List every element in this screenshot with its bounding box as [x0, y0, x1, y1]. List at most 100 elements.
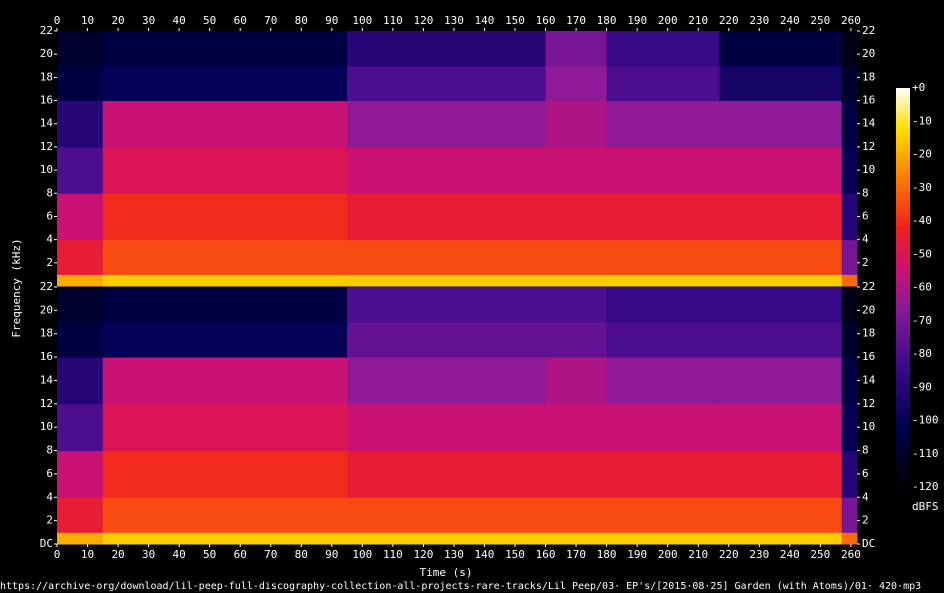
x-tick-label: 240	[780, 548, 800, 561]
spectrogram-cell	[347, 193, 547, 241]
spectrogram-cell	[57, 287, 104, 323]
y-tick-label: 8	[862, 444, 869, 457]
colorbar	[896, 88, 910, 487]
x-tick-label: 220	[719, 548, 739, 561]
x-tick-label: 200	[658, 548, 678, 561]
x-tick-label: 260	[841, 14, 861, 27]
spectrogram-cell	[347, 357, 547, 405]
spectrogram-cell	[57, 497, 104, 533]
spectrogram-cell	[347, 274, 547, 287]
x-tick-label: 90	[325, 14, 338, 27]
spectrogram-cell	[57, 450, 104, 498]
x-tick-label: 40	[173, 548, 186, 561]
spectrogram-cell	[102, 497, 348, 533]
x-tick-label: 150	[505, 14, 525, 27]
x-tick-label: 60	[234, 14, 247, 27]
y-tick-label: 18	[40, 327, 53, 340]
y-tick-label: 18	[40, 70, 53, 83]
spectrogram-cell	[347, 497, 547, 533]
x-tick-label: 30	[142, 14, 155, 27]
spectrogram-cell	[606, 193, 721, 241]
x-tick-label: 160	[536, 14, 556, 27]
spectrogram-cell	[57, 193, 104, 241]
y-tick-label: 6	[46, 209, 53, 222]
x-tick-label: 150	[505, 548, 525, 561]
spectrogram-cell	[347, 403, 547, 452]
x-tick-label: 80	[295, 548, 308, 561]
x-tick-label: 10	[81, 14, 94, 27]
spectrogram-cell	[841, 100, 858, 148]
spectrogram-cell	[102, 357, 348, 405]
x-tick-label: 230	[749, 14, 769, 27]
x-tick-label: 180	[597, 14, 617, 27]
x-tick-label: 40	[173, 14, 186, 27]
spectrogram-cell	[841, 31, 858, 67]
x-tick-label: 250	[810, 14, 830, 27]
y-tick-label: 2	[46, 514, 53, 527]
x-tick-label: 50	[203, 14, 216, 27]
spectrogram-cell	[57, 100, 104, 148]
footer: https://archive·org/download/lil-peep-fu…	[0, 581, 921, 592]
x-tick-label: 200	[658, 14, 678, 27]
y-tick-label: 6	[862, 209, 869, 222]
y-tick-label: 4	[862, 233, 869, 246]
spectrogram-cell	[57, 532, 104, 545]
y-tick-label: 10	[40, 163, 53, 176]
spectrogram-cell	[545, 239, 608, 275]
spectrogram-cell	[719, 403, 843, 452]
y-tick-label: 2	[862, 256, 869, 269]
spectrogram-cell	[347, 100, 547, 148]
y-tick-label: 14	[862, 373, 876, 386]
y-tick-label: 2	[46, 256, 53, 269]
colorbar-tick-label: -110	[912, 447, 939, 460]
spectrogram-cell	[719, 450, 843, 498]
spectrogram-cell	[719, 357, 843, 405]
colorbar-tick-label: -10	[912, 114, 932, 127]
x-tick-label: 130	[444, 14, 464, 27]
y-tick-label: 4	[46, 490, 53, 503]
spectrogram-cell	[841, 497, 858, 533]
y-tick-label: 8	[46, 186, 53, 199]
spectrogram-cell	[719, 100, 843, 148]
spectrogram-cell	[841, 239, 858, 275]
spectrogram-cell	[841, 65, 858, 102]
colorbar-tick-label: -100	[912, 414, 939, 427]
y-tick-label: 12	[40, 397, 53, 410]
colorbar-tick-label: -60	[912, 281, 932, 294]
spectrogram-cell	[841, 274, 858, 287]
spectrogram-cell	[545, 532, 608, 545]
x-tick-label: 170	[566, 548, 586, 561]
y-tick-label: 18	[862, 327, 875, 340]
x-tick-label: 240	[780, 14, 800, 27]
x-tick-label: 50	[203, 548, 216, 561]
x-tick-label: 220	[719, 14, 739, 27]
y-tick-label: 14	[40, 373, 54, 386]
y-tick-label: 2	[862, 514, 869, 527]
spectrogram-cell	[347, 146, 547, 194]
spectrogram-cell	[841, 193, 858, 241]
spectrogram-cell	[841, 146, 858, 194]
y-tick-label: 22	[40, 24, 53, 37]
spectrogram-cell	[719, 274, 843, 287]
y-tick-label: 10	[862, 420, 875, 433]
spectrogram-cell	[545, 193, 608, 241]
spectrogram-cell	[719, 239, 843, 275]
colorbar-tick-label: -40	[912, 214, 932, 227]
y-tick-label: 16	[40, 350, 53, 363]
colorbar-tick-label: -30	[912, 181, 932, 194]
y-tick-label: 22	[40, 280, 53, 293]
spectrogram-cell	[719, 532, 843, 545]
colorbar-tick-label: -20	[912, 148, 932, 161]
spectrogram-cell	[545, 65, 608, 102]
x-tick-label: 30	[142, 548, 155, 561]
spectrogram-cell	[606, 274, 721, 287]
spectrogram-cell	[57, 65, 104, 102]
spectrogram-cell	[606, 31, 721, 67]
spectrogram-cell	[102, 450, 348, 498]
spectrogram-cell	[719, 322, 843, 358]
spectrogram-cell	[102, 193, 348, 241]
spectrogram-cell	[606, 239, 721, 275]
spectrogram-cell	[545, 450, 608, 498]
spectrogram-cell	[347, 31, 547, 67]
